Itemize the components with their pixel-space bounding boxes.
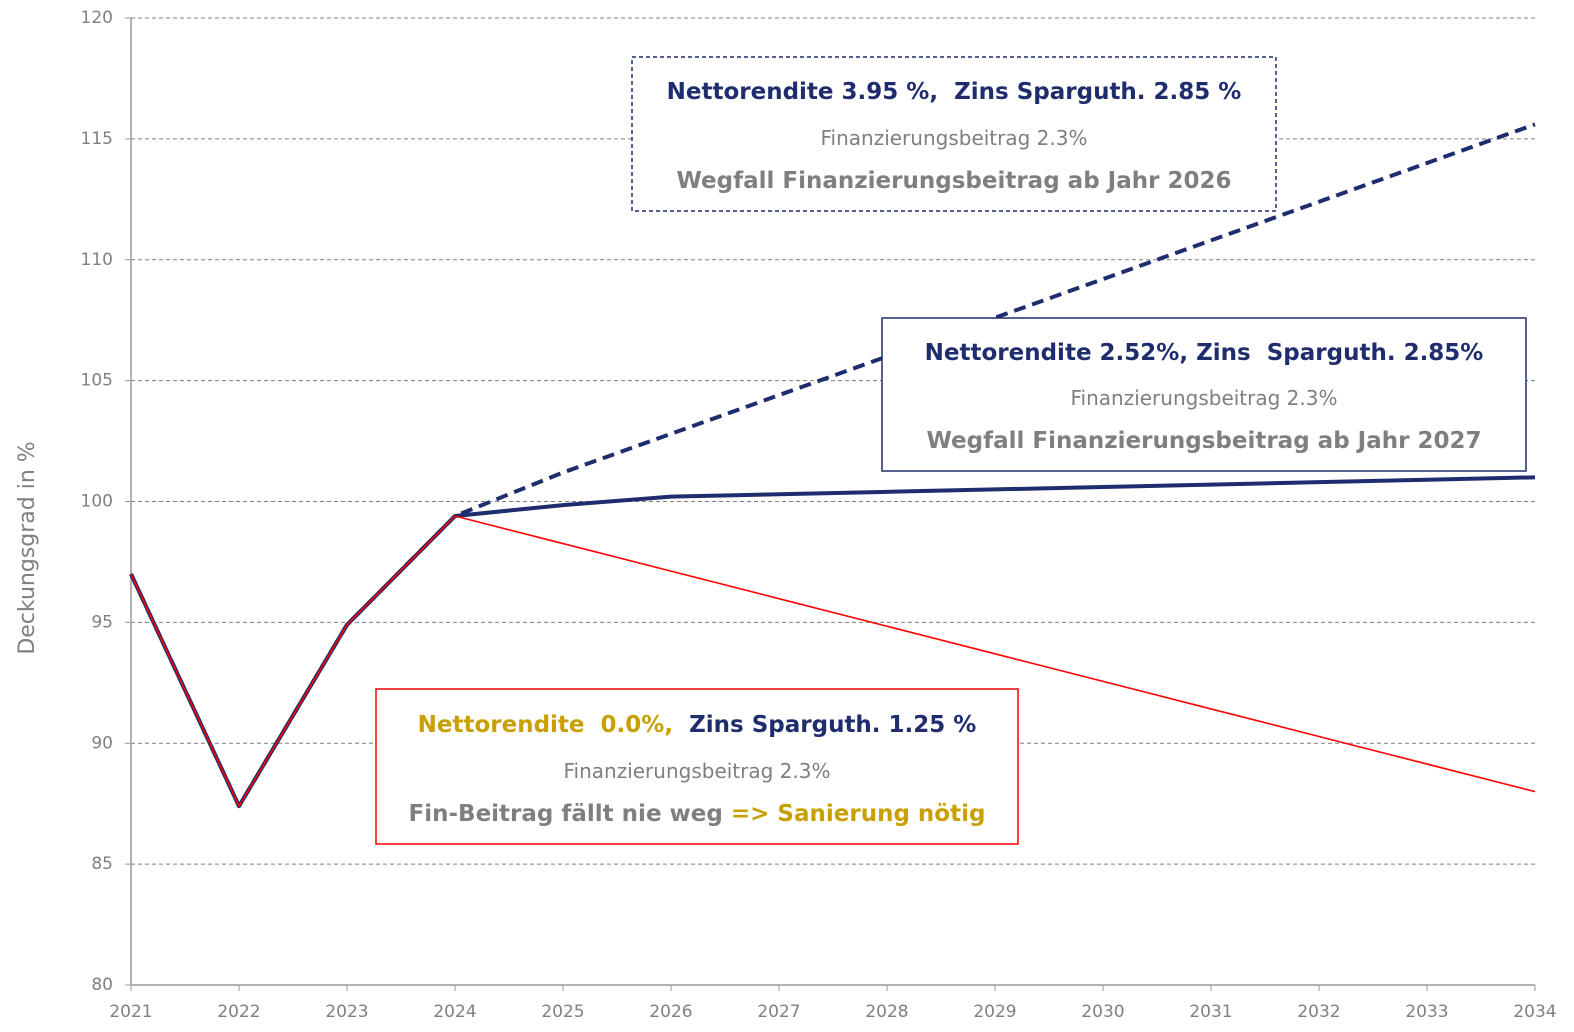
x-tick-label: 2025 (541, 1002, 584, 1022)
annotation-text: Wegfall Finanzierungsbeitrag ab Jahr 202… (927, 428, 1482, 454)
annotation-part: Zins Sparguth. 1.25 % (689, 712, 976, 738)
x-tick-label: 2026 (649, 1002, 692, 1022)
annotation-part: Wegfall Finanzierungsbeitrag ab Jahr 202… (677, 168, 1232, 194)
x-tick-label: 2030 (1081, 1002, 1124, 1022)
annotation-part: Fin-Beitrag fällt nie weg (409, 801, 731, 827)
annotation-part: => Sanierung nötig (731, 801, 986, 827)
annotation-text: Nettorendite 3.95 %, Zins Sparguth. 2.85… (667, 79, 1242, 105)
annotation-text: Nettorendite 2.52%, Zins Sparguth. 2.85% (925, 340, 1484, 366)
series-line (129, 122, 1536, 809)
y-tick-label: 110 (81, 250, 113, 270)
annotation-text: Finanzierungsbeitrag 2.3% (820, 126, 1087, 150)
y-tick-label: 80 (91, 975, 113, 995)
x-tick-label: 2028 (865, 1002, 908, 1022)
annotation-part: Finanzierungsbeitrag 2.3% (820, 126, 1087, 150)
annotation-part: Wegfall Finanzierungsbeitrag ab Jahr 202… (927, 428, 1482, 454)
y-tick-label: 100 (81, 492, 113, 512)
y-tick-label: 115 (81, 129, 113, 149)
x-tick-label: 2023 (325, 1002, 368, 1022)
annotation-part: Nettorendite 0.0%, (418, 712, 689, 738)
x-tick-label: 2022 (217, 1002, 260, 1022)
annotation-text: Finanzierungsbeitrag 2.3% (563, 759, 830, 783)
x-tick-label: 2024 (433, 1002, 476, 1022)
annotation-box (375, 688, 1019, 845)
annotation-part: Finanzierungsbeitrag 2.3% (563, 759, 830, 783)
annotation-box (881, 317, 1527, 472)
series-line (130, 515, 1536, 807)
x-tick-label: 2029 (973, 1002, 1016, 1022)
annotation-text: Wegfall Finanzierungsbeitrag ab Jahr 202… (677, 168, 1232, 194)
x-tick-label: 2027 (757, 1002, 800, 1022)
annotation-text: Finanzierungsbeitrag 2.3% (1070, 386, 1337, 410)
annotation-part: Nettorendite 2.52%, Zins Sparguth. 2.85% (925, 340, 1484, 366)
x-tick-label: 2033 (1405, 1002, 1448, 1022)
annotation-box (631, 56, 1277, 212)
x-tick-label: 2034 (1513, 1002, 1556, 1022)
x-tick-label: 2032 (1297, 1002, 1340, 1022)
y-tick-label: 95 (91, 612, 113, 632)
y-tick-label: 105 (81, 371, 113, 391)
y-tick-label: 120 (81, 8, 113, 28)
x-tick-label: 2021 (109, 1002, 152, 1022)
x-tick-label: 2031 (1189, 1002, 1232, 1022)
y-axis-label: Deckungsgrad in % (15, 441, 40, 654)
y-tick-label: 85 (91, 854, 113, 874)
annotation-text: Fin-Beitrag fällt nie weg => Sanierung n… (409, 801, 986, 827)
annotation-part: Nettorendite 3.95 %, Zins Sparguth. 2.85… (667, 79, 1242, 105)
y-tick-label: 90 (91, 733, 113, 753)
annotation-part: Finanzierungsbeitrag 2.3% (1070, 386, 1337, 410)
annotation-text: Nettorendite 0.0%, Zins Sparguth. 1.25 % (418, 712, 977, 738)
